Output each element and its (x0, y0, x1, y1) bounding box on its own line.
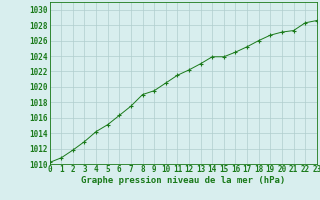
X-axis label: Graphe pression niveau de la mer (hPa): Graphe pression niveau de la mer (hPa) (81, 176, 285, 185)
